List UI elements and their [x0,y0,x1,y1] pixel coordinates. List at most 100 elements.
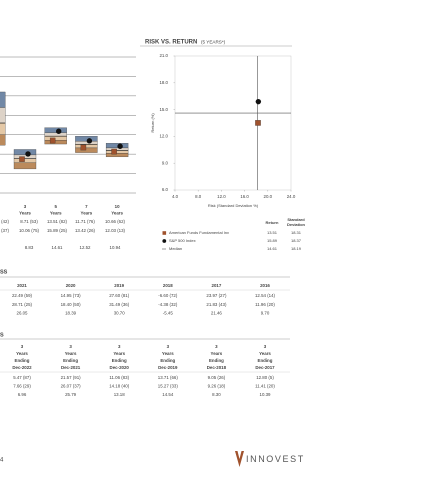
column-header: 2021 [17,283,27,288]
table-cell: 31.49 (36) [109,302,130,307]
table-cell: 13.51 (82) [47,219,68,224]
x-tick-label: 4.0 [172,194,179,199]
data-point [80,144,87,151]
x-axis-label: Risk (Standard Deviation %) [208,203,259,208]
table-cell: 10.06 (75) [19,228,40,233]
column-header: 2016 [260,283,270,288]
percentile-band [0,122,6,135]
table-cell: 14.95 (73) [61,293,82,298]
table-cell: 9.05 (26) [208,375,226,380]
table-cell: 13.42 (26) [75,228,96,233]
y-tick-label: 6.0 [162,187,169,192]
table-cell: 6.96 [18,392,27,397]
column-header: 3 Years Ending Dec-2018 [207,344,227,370]
percentile-band [44,127,67,133]
table-cell: 8.30 [212,392,221,397]
table-cell: (42) [1,219,9,224]
table-cell: 10.39 [260,392,272,397]
table-cell: 11.71 (76) [75,219,95,224]
legend-label: S&P 500 Index [169,238,196,243]
table-cell: 8.71 (53) [20,219,38,224]
legend-label: American Funds Fundamental Inv [169,230,229,235]
table-cell: 15.27 (33) [158,384,179,389]
data-point [49,137,56,144]
legend-label: Median [169,246,182,251]
table-cell: 12.54 (14) [255,293,276,298]
legend-header: Standard Deviation [287,217,306,227]
table-cell: 12.80 (5) [256,375,274,380]
column-header: 3 Years Ending Dec-2019 [158,344,178,370]
x-tick-label: 24.0 [287,194,296,199]
x-tick-label: 8.0 [195,194,202,199]
brand: INNOVEST [246,454,305,464]
percentile-band [0,134,6,146]
column-header: 3 Years Ending Dec-2022 [12,344,32,370]
data-point [56,128,62,134]
table-cell: 22.49 (59) [12,293,33,298]
table-cell: 7.66 (29) [13,384,31,389]
y-tick-label: 12.0 [159,134,168,139]
x-tick-label: 12.0 [217,194,226,199]
column-header: 3 Years Ending Dec-2020 [110,344,130,370]
column-header: 2017 [212,283,222,288]
percentile-band [75,147,98,153]
percentile-band [13,158,37,163]
table-cell: 14.18 (40) [109,384,130,389]
percentile-band [75,141,98,145]
percentile-band [105,150,129,154]
column-header: 3 Years Ending Dec-2017 [255,344,275,370]
chart-subtitle: (5 YEARS*) [201,40,226,45]
table-cell: 21.46 [211,311,223,316]
table-cell: 10.66 (62) [105,219,126,224]
y-tick-label: 21.0 [159,53,168,58]
legend-header: Return [266,220,279,225]
percentile-band [105,153,129,158]
x-tick-label: 16.0 [240,194,249,199]
table-cell: 8.83 [25,245,34,250]
table-cell: 21.83 (43) [206,302,227,307]
data-point [111,148,117,155]
percentile-band [105,147,129,151]
data-point [25,151,31,157]
table-cell: 11.96 (20) [255,302,275,307]
table-cell: -5.45 [163,311,174,316]
table-cell: 12.52 [80,245,92,250]
percentile-band [44,140,67,145]
percentile-band [44,136,67,141]
table-cell: 13.71 (66) [158,375,179,380]
x-tick-label: 5 Years [50,204,62,216]
y-tick-label: 9.0 [162,160,169,165]
column-header: 2019 [114,283,124,288]
x-tick-label: 20.0 [264,194,273,199]
data-point [255,120,261,126]
table-cell: 26.07 (37) [61,384,82,389]
table-cell: 18.39 [65,311,77,316]
section-title: S [0,332,4,338]
table-cell: 18.40 (50) [61,302,82,307]
column-header: 2018 [163,283,173,288]
table-cell: 28.71 (25) [12,302,33,307]
column-header: 3 Years Ending Dec-2021 [61,344,81,370]
percentile-band [13,162,37,170]
table-cell: 23.97 (27) [206,293,227,298]
table-cell: 9.26 (18) [208,384,226,389]
logo-icon [235,451,244,467]
percentile-band [75,136,98,142]
table-cell: 14.54 [162,392,174,397]
legend-value: 18.19 [291,246,302,251]
table-cell: 21.57 (91) [61,375,82,380]
table-cell: 10.94 [110,245,122,250]
table-cell: (37) [1,228,9,233]
table-cell: -6.60 (72) [158,293,178,298]
legend-value: 13.51 [267,230,278,235]
data-point [255,98,262,105]
table-cell: 25.79 [65,392,77,397]
table-cell: 11.06 (83) [109,375,129,380]
table-cell: 26.05 [17,311,29,316]
table-cell: 13.18 [114,392,126,397]
percentile-band [13,149,37,156]
table-cell: 27.60 (81) [109,293,130,298]
page-number: 4 [0,458,4,464]
legend-value: 18.31 [291,230,302,235]
